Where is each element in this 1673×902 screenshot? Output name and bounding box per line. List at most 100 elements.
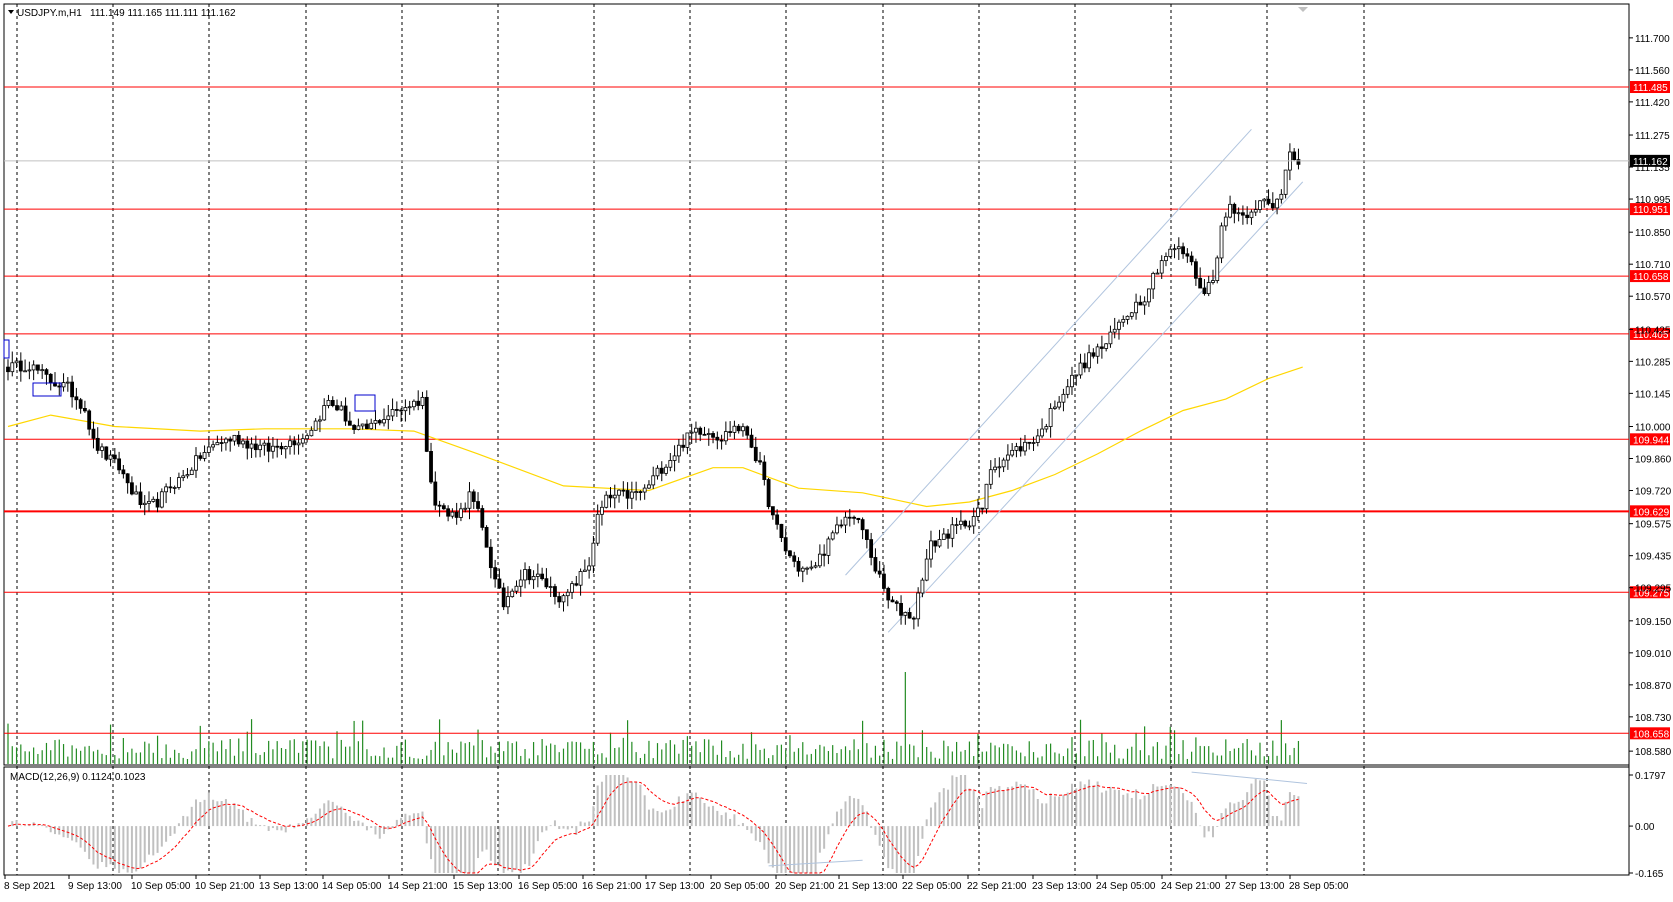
candle-body <box>1031 442 1036 444</box>
candle-body <box>1198 277 1203 289</box>
candle-body <box>424 396 429 452</box>
candle-body <box>1108 331 1113 345</box>
candle-body <box>1266 198 1271 204</box>
candle-body <box>711 433 715 438</box>
trend-channel[interactable] <box>845 128 1304 633</box>
candle-body <box>1279 193 1284 200</box>
candle-body <box>288 440 292 448</box>
candle-body <box>305 435 310 440</box>
marker-box[interactable] <box>3 339 10 359</box>
candle-body <box>1236 212 1241 215</box>
candle-body <box>638 491 643 493</box>
candle-body <box>283 446 288 450</box>
price-tick-label: 110.995 <box>1635 195 1671 206</box>
macd-histogram <box>11 775 1300 873</box>
candle-body <box>151 498 156 502</box>
candle-body <box>741 426 745 432</box>
time-tick-label: 13 Sep 13:00 <box>259 881 319 892</box>
candle-body <box>510 590 515 598</box>
candle-body <box>873 557 878 572</box>
candle-body <box>950 524 955 539</box>
candle-body <box>108 454 113 460</box>
level-price-label: 109.944 <box>1633 435 1670 446</box>
candle-body <box>369 422 374 430</box>
price-tick-label: 110.710 <box>1635 260 1671 271</box>
candle-body <box>65 381 70 384</box>
marker-box[interactable] <box>354 394 376 412</box>
candle-body <box>732 425 737 433</box>
candle-body <box>1057 401 1062 408</box>
level-price-tag <box>1630 433 1670 446</box>
candle-body <box>275 445 280 448</box>
candle-body <box>271 445 275 452</box>
scroll-marker-icon[interactable] <box>1298 7 1308 12</box>
candle-body <box>561 595 566 603</box>
candle-body <box>1070 374 1074 388</box>
dropdown-triangle-icon[interactable] <box>8 10 14 14</box>
candle-body <box>1142 301 1147 306</box>
level-price-tag <box>1630 203 1670 216</box>
candle-body <box>215 442 220 446</box>
candle-body <box>1018 446 1023 452</box>
candle-body <box>758 460 762 463</box>
price-tick-label: 109.435 <box>1635 552 1672 563</box>
marker-box[interactable] <box>32 382 62 397</box>
candle-body <box>766 479 771 508</box>
candle-body <box>565 591 570 597</box>
candle-body <box>44 369 49 375</box>
candle-body <box>1219 225 1224 259</box>
time-tick-label: 28 Sep 05:00 <box>1289 881 1349 892</box>
current-price-tag <box>1630 154 1670 167</box>
candle-body <box>578 571 583 586</box>
candle-body <box>997 466 1002 469</box>
candle-body <box>91 428 96 439</box>
candle-body <box>61 382 66 388</box>
macd-tick-label: -0.165 <box>1635 869 1664 880</box>
candle-body <box>198 455 203 459</box>
candle-body <box>1292 151 1297 161</box>
candle-body <box>629 491 634 499</box>
channel-line[interactable] <box>887 181 1304 633</box>
candle-body <box>809 566 814 569</box>
time-tick-label: 9 Sep 13:00 <box>68 881 122 892</box>
candle-body <box>1095 346 1100 357</box>
price-tick-label: 110.850 <box>1635 228 1671 239</box>
candle-body <box>1112 328 1117 333</box>
candle-body <box>1001 459 1006 468</box>
candle-body <box>531 576 536 581</box>
candle-body <box>1228 203 1232 218</box>
candle-body <box>488 546 493 569</box>
candle-body <box>87 410 92 430</box>
candle-body <box>860 519 865 531</box>
level-price-label: 110.405 <box>1633 330 1669 341</box>
price-tick-label: 110.145 <box>1635 389 1671 400</box>
candle-body <box>377 420 382 424</box>
candle-body <box>232 434 237 442</box>
candle-body <box>386 415 391 420</box>
candle-body <box>228 438 233 442</box>
candle-body <box>1193 261 1198 279</box>
candle-body <box>365 423 369 430</box>
support-resistance-levels[interactable]: 111.485 110.951 110.658 110.405 109.944 109.6… <box>4 81 1670 740</box>
candle-body <box>130 482 134 495</box>
candle-body <box>612 494 617 499</box>
macd-signal-path <box>7 781 1299 874</box>
macd-divergence-line[interactable] <box>768 859 863 867</box>
candle-body <box>202 452 207 459</box>
candle-body <box>608 494 613 499</box>
candle-body <box>1087 352 1091 369</box>
candle-body <box>706 433 711 436</box>
candle-body <box>1129 312 1134 317</box>
candle-body <box>360 423 365 427</box>
candle-body <box>1040 428 1044 437</box>
channel-line[interactable] <box>845 128 1252 576</box>
candle-body <box>621 489 626 492</box>
candle-body <box>262 442 267 446</box>
level-price-label: 109.629 <box>1633 507 1670 518</box>
candle-body <box>433 481 438 506</box>
candle-body <box>574 583 579 586</box>
candle-body <box>762 461 767 480</box>
macd-divergence-line[interactable] <box>1191 771 1308 784</box>
